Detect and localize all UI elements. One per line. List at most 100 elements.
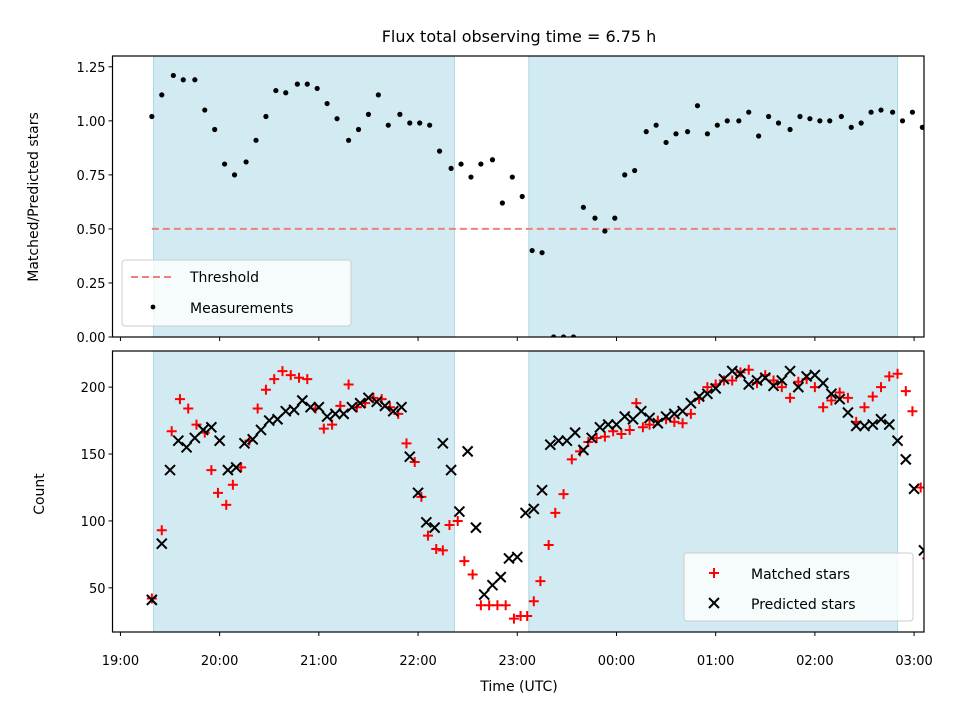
matched-star-point (727, 375, 738, 386)
x-tick-label: 02:00 (796, 654, 833, 669)
predicted-star-point (329, 408, 342, 420)
predicted-star-point (511, 551, 523, 563)
legend-bottom: Matched stars Predicted stars (683, 552, 914, 622)
matched-star-point (892, 368, 903, 379)
y-tick-label: 150 (81, 448, 106, 463)
measurement-point (407, 120, 413, 126)
predicted-star-point (544, 438, 557, 451)
predicted-star-point (288, 404, 300, 416)
matched-star-point (834, 387, 845, 398)
matched-star-point (826, 395, 837, 406)
y-tick-label: 100 (81, 515, 106, 530)
x-tick-label: 23:00 (499, 654, 536, 669)
measurement-point (417, 120, 423, 126)
x-tick-label: 19:00 (102, 654, 139, 669)
predicted-star-point (709, 382, 722, 395)
matched-star-point (669, 416, 680, 427)
matched-star-point (191, 419, 202, 430)
predicted-star-point (577, 444, 590, 456)
predicted-star-point (635, 405, 647, 417)
measurement-point (643, 129, 649, 135)
legend-predicted-swatch (708, 597, 720, 609)
predicted-star-point (180, 441, 193, 454)
measurement-point (632, 167, 638, 174)
matched-star-point (500, 600, 511, 611)
axes-frame (111, 55, 925, 338)
measurement-point (529, 247, 535, 254)
matched-star-point (269, 374, 280, 385)
measurement-point (304, 81, 310, 87)
matched-star-point (842, 392, 853, 403)
matched-star-point (252, 403, 263, 414)
measurement-point (468, 174, 474, 180)
measurement-point (838, 113, 844, 120)
measurement-point (192, 77, 198, 83)
predicted-star-point (767, 380, 780, 392)
measurement-point (899, 118, 906, 124)
matched-star-point (459, 556, 470, 567)
matched-star-point (528, 596, 539, 607)
predicted-star-point (792, 381, 805, 393)
x-tick-label: 03:00 (895, 654, 932, 669)
matched-star-point (294, 372, 305, 383)
matched-star-point (285, 370, 296, 381)
predicted-star-point (470, 521, 482, 534)
matched-star-point (183, 403, 194, 414)
legend-box (121, 259, 352, 327)
matched-star-point (431, 544, 442, 555)
measurement-point (694, 103, 701, 109)
matched-star-point (599, 431, 610, 442)
measurement-point (736, 118, 742, 124)
predicted-star-point (230, 461, 242, 474)
matched-star-point (550, 507, 561, 518)
predicted-star-point (668, 408, 681, 420)
predicted-star-point (222, 464, 234, 476)
predicted-star-point (371, 396, 383, 408)
measurement-point (951, 116, 956, 121)
matched-star-point (522, 610, 533, 621)
matched-star-point (768, 375, 779, 386)
measurement-point (848, 124, 854, 130)
x-tick-label: 00:00 (598, 654, 635, 669)
measurement-point (489, 157, 496, 163)
predicted-star-point (850, 420, 862, 432)
y-tick-label: 0.50 (77, 223, 106, 238)
measurement-point (365, 111, 372, 117)
matched-star-point (227, 479, 238, 490)
predicted-star-point (825, 388, 838, 400)
matched-star-point (156, 525, 167, 536)
measurement-point (756, 133, 762, 139)
measurement-point (273, 87, 279, 94)
measurement-point (253, 137, 259, 143)
measurement-point (858, 120, 864, 126)
measurement-point (243, 159, 249, 165)
measurement-point (570, 334, 577, 337)
predicted-star-point (569, 426, 581, 439)
y-tick-label: 0.75 (77, 169, 106, 184)
plot-area (149, 56, 956, 337)
matched-star-point (302, 374, 313, 385)
predicted-star-point (172, 434, 185, 447)
y-axis-label-top: Matched/Predicted stars (26, 112, 42, 282)
matched-star-point (206, 465, 217, 476)
y-tick-label: 1.25 (77, 61, 106, 76)
measurement-point (334, 116, 340, 122)
matched-star-point (260, 384, 271, 395)
matched-star-point (401, 438, 412, 449)
measurement-point (159, 92, 165, 98)
measurement-point (868, 109, 874, 115)
predicted-star-point (817, 377, 829, 389)
matched-star-point (624, 424, 635, 435)
measurement-point (941, 127, 946, 132)
measurement-point (263, 113, 269, 120)
matched-star-point (677, 418, 688, 429)
measurement-point (663, 139, 669, 146)
predicted-star-point (362, 392, 375, 404)
matched-star-point (685, 408, 696, 419)
predicted-star-point (404, 451, 416, 463)
x-axis-label: Time (UTC) (479, 679, 557, 695)
x-tick-label: 01:00 (697, 654, 734, 669)
measurement-point (807, 116, 813, 122)
measurement-point (673, 131, 679, 137)
matched-star-point (616, 428, 627, 439)
